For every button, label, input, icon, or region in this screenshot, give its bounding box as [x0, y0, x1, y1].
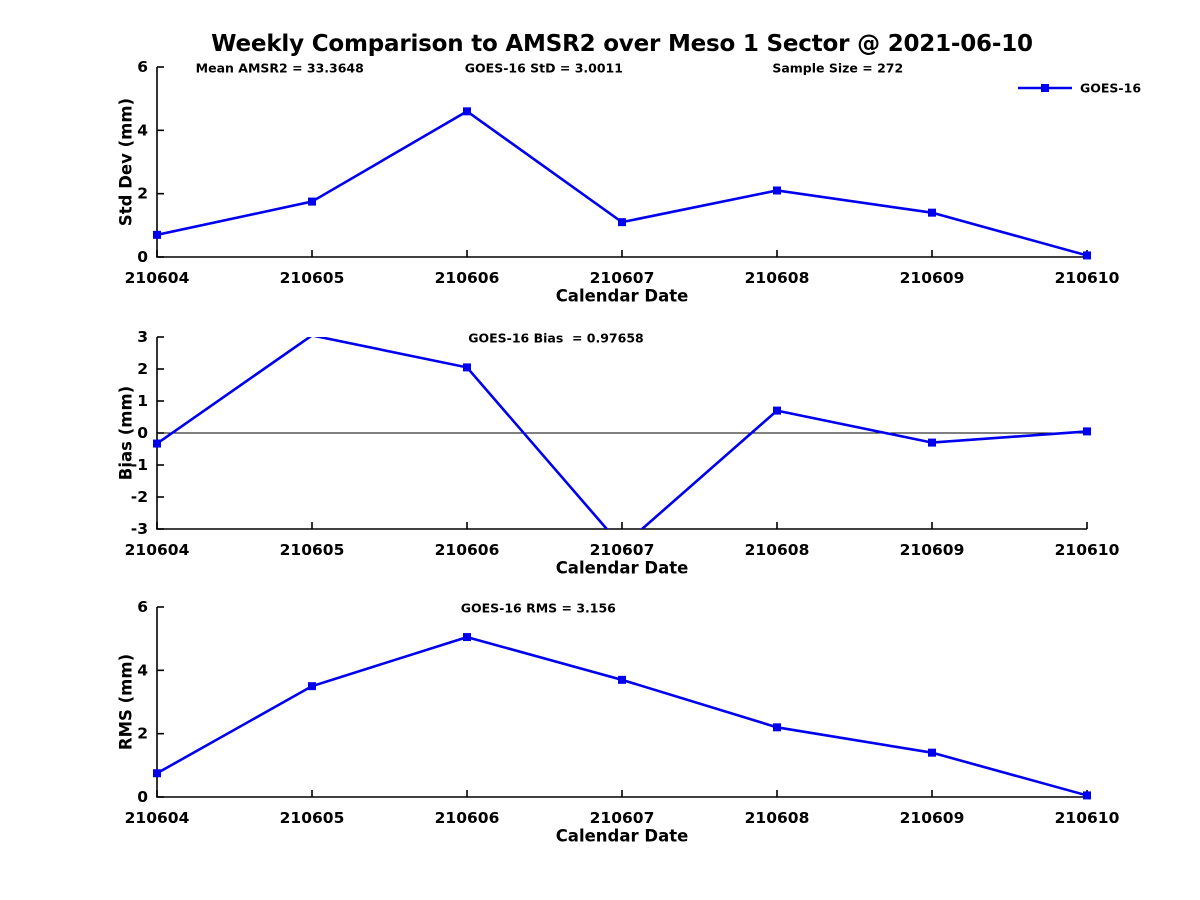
annotation: GOES-16 RMS = 3.156 [461, 601, 616, 616]
y-tick-label: 6 [137, 598, 148, 616]
x-tick-label: 210605 [280, 541, 345, 559]
x-axis-title: Calendar Date [556, 827, 689, 846]
x-tick-label: 210610 [1055, 269, 1120, 287]
data-point-marker [618, 218, 626, 227]
x-tick-label: 210608 [745, 541, 810, 559]
data-point-marker [463, 633, 471, 642]
data-point-marker [153, 230, 161, 239]
annotation: GOES-16 Bias = 0.97658 [468, 331, 644, 346]
annotation: Sample Size = 272 [772, 61, 903, 76]
series-line-goes-16 [157, 337, 1087, 529]
y-tick-label: 0 [137, 788, 148, 806]
x-tick-label: 210604 [125, 541, 190, 559]
y-axis-title: Std Dev (mm) [117, 98, 136, 226]
subplot-rms-mm-: 0 2 4 6 210604 210605 210606 210607 210608 210609… [117, 598, 1120, 846]
y-tick-label: 0 [137, 248, 148, 266]
subplot-bias-mm-: -3 -2 -1 0 1 2 3 210604 210605 210606 210607 210608… [117, 328, 1120, 578]
data-point-marker [618, 675, 626, 684]
data-point-marker [1083, 791, 1091, 800]
x-tick-label: 210608 [745, 269, 810, 287]
y-tick-label: 2 [137, 360, 148, 378]
x-tick-label: 210607 [590, 541, 655, 559]
y-tick-label: 4 [137, 121, 148, 139]
x-tick-label: 210609 [900, 269, 965, 287]
y-tick-label: 2 [137, 185, 148, 203]
x-tick-label: 210604 [125, 809, 190, 827]
y-tick-label: 1 [137, 392, 148, 410]
data-point-marker [153, 439, 161, 448]
y-tick-label: -1 [131, 456, 148, 474]
data-point-marker [308, 682, 316, 691]
series-line-goes-16 [157, 635, 1087, 797]
x-axis-title: Calendar Date [556, 287, 689, 306]
data-point-marker [928, 438, 936, 447]
y-tick-label: -2 [131, 488, 148, 506]
x-tick-label: 210606 [435, 269, 500, 287]
data-point-marker [928, 208, 936, 217]
data-point-marker [463, 363, 471, 372]
data-point-marker [1083, 251, 1091, 260]
y-axis-title: RMS (mm) [117, 654, 136, 750]
x-tick-label: 210607 [590, 269, 655, 287]
x-tick-label: 210608 [745, 809, 810, 827]
y-tick-label: 6 [137, 58, 148, 76]
y-tick-label: 3 [137, 328, 148, 346]
data-point-marker [928, 748, 936, 757]
data-point-marker [1083, 427, 1091, 436]
data-point-marker [463, 107, 471, 116]
data-point-marker [153, 769, 161, 778]
y-axis-title: Bias (mm) [117, 386, 136, 480]
x-tick-label: 210605 [280, 809, 345, 827]
legend: GOES-16 [1018, 81, 1141, 96]
x-tick-label: 210609 [900, 541, 965, 559]
x-tick-label: 210606 [435, 541, 500, 559]
x-tick-label: 210604 [125, 269, 190, 287]
x-tick-label: 210610 [1055, 809, 1120, 827]
subplot-std-dev-mm-: 0 2 4 6 210604 210605 210606 210607 210608 210609… [117, 58, 1142, 306]
legend-marker [1041, 84, 1049, 92]
y-tick-label: 2 [137, 725, 148, 743]
x-tick-label: 210607 [590, 809, 655, 827]
x-tick-label: 210606 [435, 809, 500, 827]
y-tick-label: 4 [137, 661, 148, 679]
annotation: Mean AMSR2 = 33.3648 [196, 61, 364, 76]
data-point-marker [773, 723, 781, 732]
annotation: GOES-16 StD = 3.0011 [465, 61, 623, 76]
legend-label: GOES-16 [1080, 81, 1141, 96]
data-point-marker [773, 406, 781, 415]
data-point-marker [308, 197, 316, 206]
x-tick-label: 210609 [900, 809, 965, 827]
series-line-goes-16 [157, 109, 1087, 257]
figure-title: Weekly Comparison to AMSR2 over Meso 1 S… [211, 31, 1033, 57]
x-tick-label: 210610 [1055, 541, 1120, 559]
y-tick-label: 0 [137, 424, 148, 442]
x-axis-title: Calendar Date [556, 559, 689, 578]
x-tick-label: 210605 [280, 269, 345, 287]
y-tick-label: -3 [131, 520, 148, 538]
data-point-marker [773, 186, 781, 195]
